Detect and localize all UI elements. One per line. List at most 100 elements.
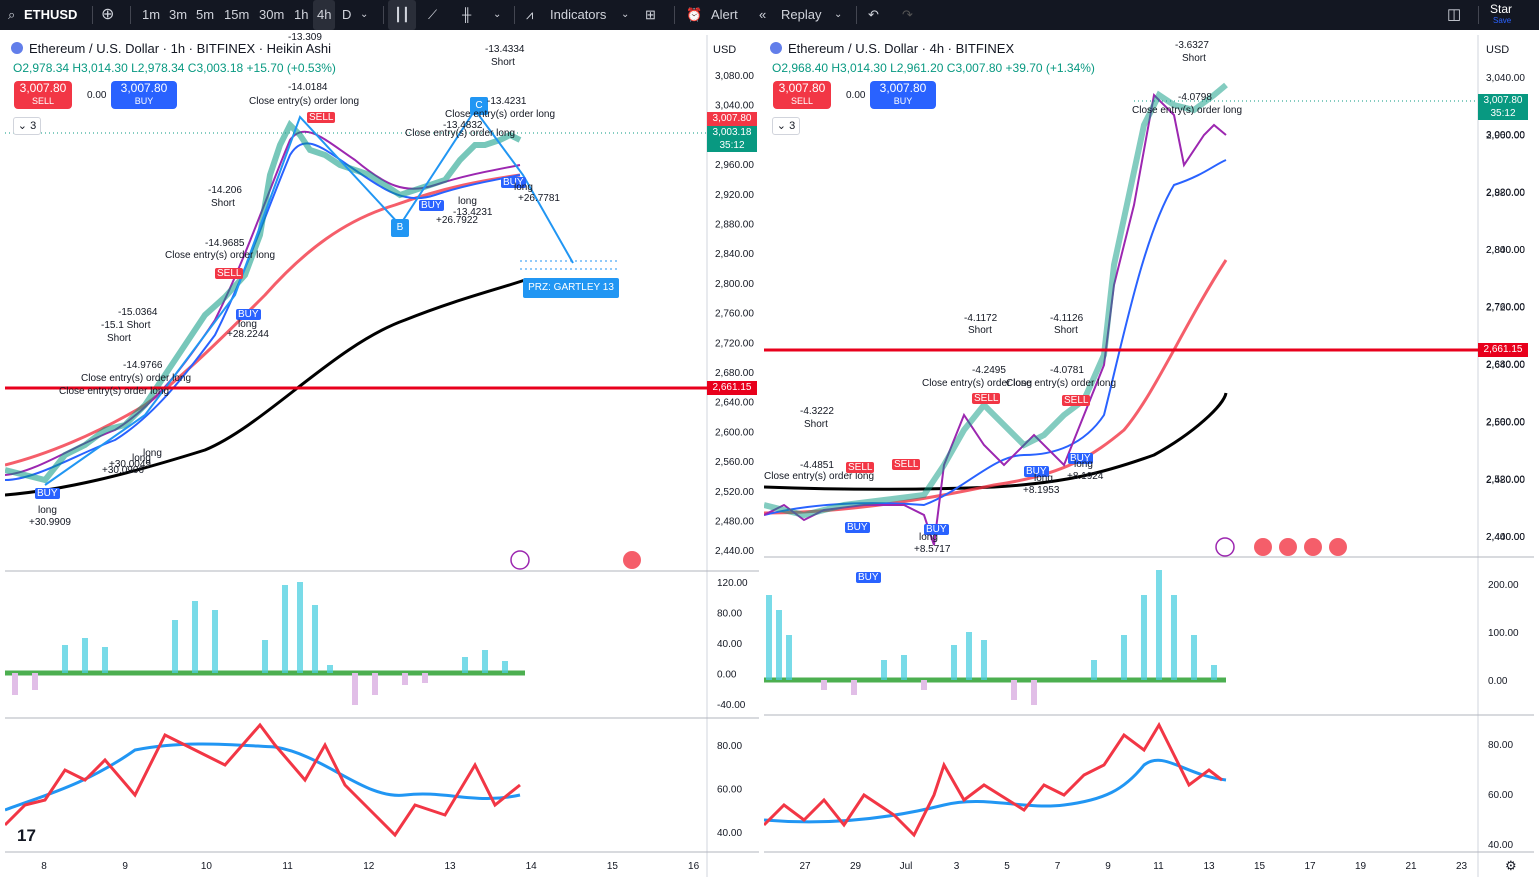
trade-profit-label: -15.0364 (118, 307, 158, 318)
chart-canvas-left[interactable]: 17 3,080.003,040.003,000.002,960.002,920… (5, 35, 759, 877)
chevron-down-icon[interactable]: ⌄ (493, 9, 502, 20)
osc-tick-label: 120.00 (717, 578, 748, 589)
ohlc-values: O2,978.34 H3,014.30 L2,978.34 C3,003.18 … (13, 61, 336, 75)
buy-signal-marker[interactable]: BUY (856, 572, 881, 583)
buy-signal-marker[interactable]: BUY (236, 309, 261, 320)
save-link[interactable]: Save (1493, 16, 1512, 25)
time-tick-label: 27 (799, 861, 811, 872)
us-flag-icon[interactable] (1254, 538, 1272, 556)
sell-signal-marker[interactable]: SELL (215, 268, 244, 279)
buy-signal-marker[interactable]: BUY (845, 522, 870, 533)
pattern-point-c[interactable]: C (470, 97, 488, 115)
chart-panel-left[interactable]: 17 3,080.003,040.003,000.002,960.002,920… (5, 32, 759, 877)
buy-signal-marker[interactable]: BUY (501, 177, 526, 188)
trade-profit-label: -13.4832 (443, 120, 483, 131)
layout-grid-icon[interactable]: ⊞ (645, 7, 656, 22)
chart-title[interactable]: Ethereum / U.S. Dollar · 4h · BITFINEX (788, 41, 1015, 56)
buy-signal-marker[interactable]: BUY (35, 488, 60, 499)
undo-icon[interactable]: ↶ (868, 7, 879, 22)
price-candles (764, 82, 1228, 519)
chevron-down-icon[interactable]: ⌄ (621, 9, 630, 20)
price-tick-label: 2,880.00 (1486, 188, 1525, 199)
price-axis-ticks[interactable]: 3,040.00 2,960.00 2,880.00 2,800.00 2,720.00… (1486, 73, 1525, 543)
chart-canvas-right[interactable]: ⚙ 3,040.00 2,960.00 2,880.00 2,800.00 2,720.… (764, 35, 1534, 877)
indicator-collapse-button[interactable]: ⌄ 3 (13, 117, 41, 135)
us-flag-icon[interactable] (1329, 538, 1347, 556)
indicator-collapse-button[interactable]: ⌄ 3 (772, 117, 800, 135)
event-icon[interactable] (510, 550, 530, 570)
timeframe-30m[interactable]: 30m (259, 7, 285, 22)
redo-icon[interactable]: ↷ (902, 7, 913, 22)
sell-button[interactable]: 3,007.80 SELL (773, 81, 831, 109)
alert-button[interactable]: Alert (711, 7, 738, 22)
indicators-icon: ⩘ (526, 7, 534, 22)
replay-button[interactable]: Replay (781, 7, 822, 22)
us-flag-icon[interactable] (1304, 538, 1322, 556)
trade-profit-label: -4.0798 (1178, 92, 1212, 103)
buy-button[interactable]: 3,007.80 BUY (870, 81, 936, 109)
search-icon[interactable]: ⌕ (8, 7, 16, 22)
time-tick-label: 17 (1304, 861, 1316, 872)
sell-signal-marker[interactable]: SELL (846, 462, 875, 473)
sell-signal-marker[interactable]: SELL (1062, 395, 1091, 406)
prz-label[interactable]: PRZ: GARTLEY 13 (523, 278, 619, 298)
timeframe-1h[interactable]: 1h (294, 7, 309, 22)
buy-signal-marker[interactable]: BUY (924, 524, 949, 535)
time-tick-label: 13 (444, 861, 456, 872)
layout-panel-icon[interactable]: ◫ (1447, 6, 1462, 23)
sell-signal-marker[interactable]: SELL (892, 459, 921, 470)
buy-signal-marker[interactable]: BUY (419, 200, 444, 211)
timeframe-1m[interactable]: 1m (142, 7, 161, 22)
sell-price: 3,007.80 (19, 81, 67, 95)
rsi-tick-label: 40.00 (1488, 840, 1513, 851)
us-flag-icon[interactable] (1279, 538, 1297, 556)
timeframe-4h[interactable]: 4h (313, 0, 336, 30)
buy-label: BUY (134, 96, 154, 106)
sell-signal-marker[interactable]: SELL (972, 393, 1001, 404)
price-tick-label: 2,880.00 (715, 220, 754, 231)
time-tick-label: 9 (122, 861, 128, 872)
rsi-blue-line (764, 758, 1227, 824)
price-tick-label: 2,400.00 (1486, 532, 1525, 543)
osc-histogram-negative (12, 673, 428, 705)
chart-title[interactable]: Ethereum / U.S. Dollar · 1h · BITFINEX ·… (29, 41, 331, 56)
timeframe-15m[interactable]: 15m (224, 7, 250, 22)
time-axis-ticks[interactable]: 8 9 10 11 12 13 14 15 16 (41, 861, 699, 872)
price-tick-label: 2,800.00 (1486, 245, 1525, 256)
chevron-down-icon[interactable]: ⌄ (360, 9, 369, 20)
hline-price-tag: 2,661.15 (707, 381, 757, 395)
alert-icon: ⏰ (686, 7, 703, 22)
account-name[interactable]: Star (1490, 2, 1513, 16)
timeframe-5m[interactable]: 5m (196, 7, 215, 22)
line-chart-icon[interactable]: ⟋ (428, 7, 438, 22)
spread-value: 0.00 (87, 90, 107, 101)
chevron-down-icon[interactable]: ⌄ (834, 9, 843, 20)
annotation-label: long (1074, 459, 1093, 470)
symbol-search[interactable]: ETHUSD (24, 7, 78, 22)
us-flag-icon[interactable] (623, 551, 641, 569)
chart-panel-right[interactable]: ⚙ 3,040.00 2,960.00 2,880.00 2,800.00 2,720.… (764, 35, 1534, 877)
add-symbol-icon[interactable]: ⊕ (101, 6, 115, 23)
tradingview-logo: 17 (17, 826, 36, 845)
timeframe-3m[interactable]: 3m (169, 7, 188, 22)
currency-label[interactable]: USD (713, 44, 737, 56)
time-tick-label: 15 (1254, 861, 1266, 872)
buy-signal-marker[interactable]: BUY (1068, 453, 1093, 464)
indicators-button[interactable]: Indicators (550, 7, 607, 22)
buy-signal-marker[interactable]: BUY (1024, 466, 1049, 477)
settings-gear-icon[interactable]: ⚙ (1505, 858, 1517, 873)
bar-chart-icon[interactable]: ╫ (462, 7, 472, 22)
trade-profit-label: -13.309 (288, 32, 322, 43)
sell-button[interactable]: 3,007.80 SELL (14, 81, 72, 109)
annotation-label: long (919, 532, 938, 543)
rsi-tick-label: 80.00 (1488, 740, 1513, 751)
currency-label[interactable]: USD (1486, 44, 1510, 56)
timeframe-d[interactable]: D (342, 7, 352, 22)
annotation-label: Short (107, 333, 131, 344)
sell-signal-marker[interactable]: SELL (307, 112, 336, 123)
candles-icon[interactable]: ┃┃ (388, 0, 416, 30)
pattern-point-b[interactable]: B (391, 219, 409, 237)
event-icon[interactable] (1215, 537, 1235, 557)
time-axis-ticks[interactable]: 27 29 Jul 3 5 7 9 11 13 15 17 19 21 23 (799, 861, 1467, 872)
buy-button[interactable]: 3,007.80 BUY (111, 81, 177, 109)
